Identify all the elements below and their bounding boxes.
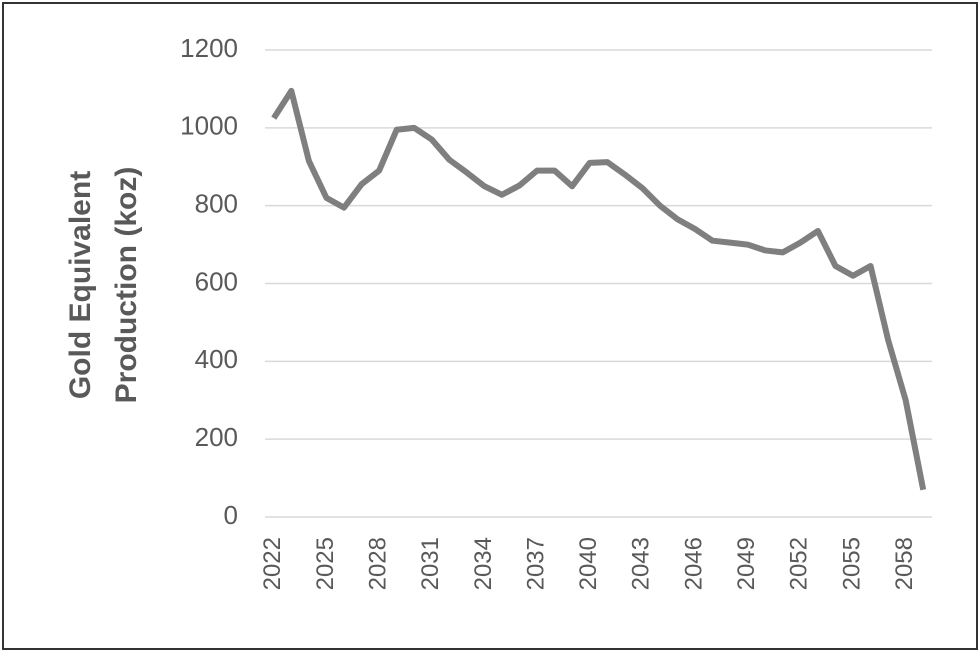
x-tick-label: 2034 <box>470 537 497 590</box>
data-line <box>271 87 927 491</box>
x-tick-label: 2040 <box>575 537 602 590</box>
y-label-line: Gold Equivalent <box>64 171 97 399</box>
y-tick-label: 1200 <box>180 33 238 63</box>
x-tick-label: 2052 <box>786 537 813 590</box>
x-tick-label: 2025 <box>312 537 339 590</box>
x-tick-label: 2043 <box>628 537 655 590</box>
y-tick-label: 1000 <box>180 111 238 141</box>
y-axis-title: Gold Equivalent Production (koz) <box>64 167 143 404</box>
y-label-line: Production (koz) <box>110 167 143 404</box>
x-tick-label: 2049 <box>733 537 760 590</box>
x-tick-label: 2055 <box>838 537 865 590</box>
x-tick-label: 2058 <box>891 537 918 590</box>
y-tick-label: 200 <box>195 422 238 452</box>
y-tick-label: 600 <box>195 266 238 296</box>
x-tick-label: 2028 <box>364 537 391 590</box>
y-tick-label: 0 <box>224 500 238 530</box>
x-tick-label: 2031 <box>417 537 444 590</box>
x-tick-label: 2046 <box>680 537 707 590</box>
x-tick-label: 2037 <box>522 537 549 590</box>
y-tick-label: 400 <box>195 344 238 374</box>
x-tick-label: 2022 <box>259 537 286 590</box>
y-tick-label: 800 <box>195 189 238 219</box>
